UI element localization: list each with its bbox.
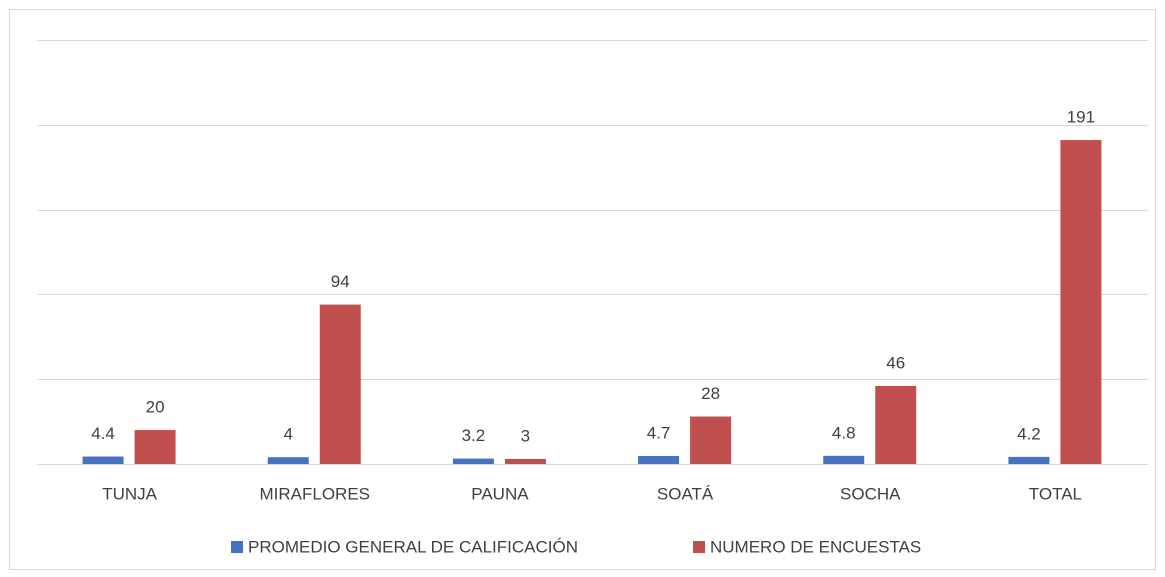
data-label: 191 — [1067, 108, 1095, 127]
data-label: 20 — [146, 398, 165, 417]
data-label: 4 — [284, 425, 293, 444]
data-label: 4.2 — [1017, 424, 1041, 443]
bar — [452, 458, 494, 464]
bar — [267, 457, 309, 464]
bar — [875, 385, 917, 464]
legend-swatch — [693, 541, 705, 553]
bar — [638, 456, 680, 464]
bar — [504, 458, 546, 464]
bar — [82, 456, 124, 464]
x-tick-label: TUNJA — [102, 484, 157, 503]
data-label: 94 — [331, 272, 350, 291]
bar — [1008, 456, 1050, 464]
legend-swatch — [231, 541, 243, 553]
x-tick-label: SOATÁ — [657, 484, 714, 503]
data-label: 46 — [886, 353, 905, 372]
bar — [319, 304, 361, 464]
data-label: 28 — [701, 384, 720, 403]
chart-border — [9, 9, 1156, 570]
data-label: 4.7 — [647, 424, 671, 443]
data-label: 3 — [521, 426, 530, 445]
bar — [690, 416, 732, 464]
legend-label: PROMEDIO GENERAL DE CALIFICACIÓN — [248, 537, 578, 556]
x-tick-label: TOTAL — [1029, 484, 1082, 503]
bar — [1060, 140, 1102, 464]
x-tick-label: MIRAFLORES — [259, 484, 370, 503]
bar — [134, 430, 176, 464]
x-tick-label: PAUNA — [471, 484, 529, 503]
legend-label: NUMERO DE ENCUESTAS — [710, 537, 921, 556]
bar — [823, 455, 865, 464]
x-tick-label: SOCHA — [840, 484, 901, 503]
data-label: 4.4 — [91, 424, 115, 443]
data-label: 3.2 — [462, 426, 486, 445]
data-label: 4.8 — [832, 423, 856, 442]
